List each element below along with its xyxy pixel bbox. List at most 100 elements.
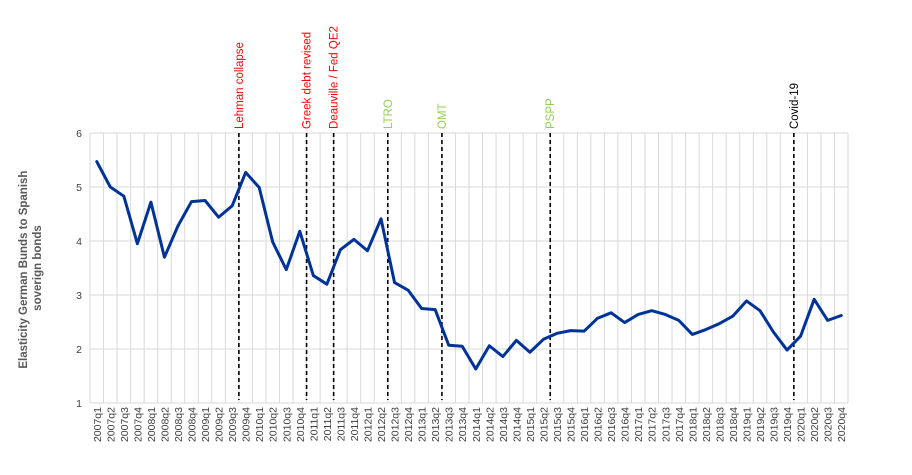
x-tick-label: 2009q1 (200, 407, 212, 442)
x-tick-label: 2017q4 (674, 407, 686, 442)
data-point (501, 355, 505, 358)
y-tick-label: 2 (76, 344, 82, 356)
data-point (109, 185, 112, 189)
x-tick-label: 2016q2 (593, 407, 605, 442)
data-point (596, 317, 599, 320)
x-tick-label: 2017q3 (660, 407, 672, 442)
data-point (542, 338, 545, 341)
data-point (691, 333, 694, 336)
data-point (582, 329, 586, 333)
data-point (379, 217, 383, 221)
x-tick-label: 2014q2 (484, 407, 496, 442)
data-point (217, 216, 220, 219)
x-tick-label: 2008q3 (173, 407, 185, 442)
x-tick-label: 2014q4 (511, 407, 523, 442)
x-tick-label: 2020q2 (809, 407, 821, 442)
data-point (406, 288, 410, 292)
x-tick-label: 2016q4 (620, 407, 632, 442)
y-axis-label-line-2: soverign bonds (32, 225, 44, 311)
y-tick-label: 3 (76, 290, 82, 302)
event-marker-label: OMT (437, 103, 449, 129)
data-point (325, 283, 329, 286)
x-tick-label: 2013q1 (417, 407, 429, 442)
x-tick-label: 2012q2 (376, 407, 388, 442)
data-point (704, 328, 708, 331)
data-point (718, 322, 721, 325)
x-tick-label: 2016q3 (606, 407, 618, 442)
data-point (176, 224, 180, 228)
data-point (271, 240, 274, 244)
y-axis-label-line-1: Elasticity German Bunds to Spanish (18, 171, 30, 369)
data-point (136, 242, 139, 245)
x-tick-label: 2013q3 (444, 407, 456, 442)
data-point (772, 331, 775, 334)
x-tick-label: 2020q1 (796, 407, 808, 442)
data-point (515, 339, 518, 342)
y-tick-label: 6 (76, 128, 82, 140)
data-point (393, 281, 396, 284)
data-point (163, 256, 166, 259)
x-tick-label: 2020q3 (823, 407, 835, 442)
x-tick-label: 2011q1 (308, 407, 320, 441)
data-point (799, 334, 802, 338)
x-tick-label: 2008q4 (187, 407, 199, 442)
data-point (244, 171, 247, 174)
data-point (758, 309, 762, 312)
data-point (731, 314, 735, 318)
x-tick-label: 2008q2 (159, 407, 171, 442)
x-tick-label: 2014q3 (498, 407, 510, 442)
data-point (745, 299, 748, 303)
x-tick-label: 2019q1 (741, 407, 753, 442)
data-point (230, 204, 234, 208)
event-annotations: Lehman collapse Greek debt revised Deauvil… (234, 26, 801, 400)
data-point (826, 319, 829, 322)
x-tick-label: 2008q1 (146, 407, 158, 442)
x-tick-label: 2010q1 (254, 407, 266, 442)
data-point (203, 199, 207, 202)
event-marker-label: Covid-19 (789, 83, 801, 129)
data-point (488, 344, 491, 347)
data-point (433, 308, 437, 311)
series-line (95, 160, 843, 371)
x-tick-label: 2017q1 (633, 407, 645, 442)
data-point (569, 329, 572, 332)
x-tick-label: 2015q2 (538, 407, 550, 442)
data-point (122, 194, 126, 198)
event-marker-label: Lehman collapse (234, 42, 246, 129)
x-tick-label: 2014q1 (471, 407, 483, 442)
y-tick-label: 5 (76, 182, 82, 194)
x-tick-label: 2018q4 (728, 407, 740, 442)
x-tick-label: 2010q3 (281, 407, 293, 442)
x-tick-label: 2015q4 (566, 407, 578, 442)
data-point (149, 200, 153, 204)
data-point (812, 298, 816, 301)
x-tick-label: 2009q4 (241, 407, 253, 442)
event-marker-label: LTRO (383, 99, 395, 129)
data-point (285, 268, 288, 271)
event-marker-label: PSPP (545, 98, 557, 129)
event-marker-label: Deauville / Fed QE2 (329, 26, 341, 129)
x-tick-label: 2018q2 (701, 407, 713, 442)
data-point (447, 344, 450, 347)
data-point (190, 200, 193, 203)
data-point (298, 230, 302, 233)
x-tick-label: 2010q4 (295, 407, 307, 442)
y-axis-label: Elasticity German Bunds to Spanish sover… (18, 167, 44, 368)
x-tick-label: 2019q3 (769, 407, 781, 442)
x-tick-label: 2012q3 (390, 407, 402, 442)
data-point (339, 248, 342, 251)
data-point (785, 348, 789, 352)
x-tick-label: 2018q3 (714, 407, 726, 442)
x-tick-label: 2013q4 (457, 407, 469, 442)
data-point (474, 367, 477, 371)
data-point (95, 160, 98, 163)
x-tick-label: 2011q3 (335, 407, 347, 441)
x-tick-label: 2011q2 (322, 407, 334, 441)
x-tick-label: 2013q2 (430, 407, 442, 442)
series (95, 160, 843, 371)
x-tick-label: 2009q2 (214, 407, 226, 442)
data-point (609, 311, 613, 315)
x-tick-label: 2019q2 (755, 407, 767, 442)
